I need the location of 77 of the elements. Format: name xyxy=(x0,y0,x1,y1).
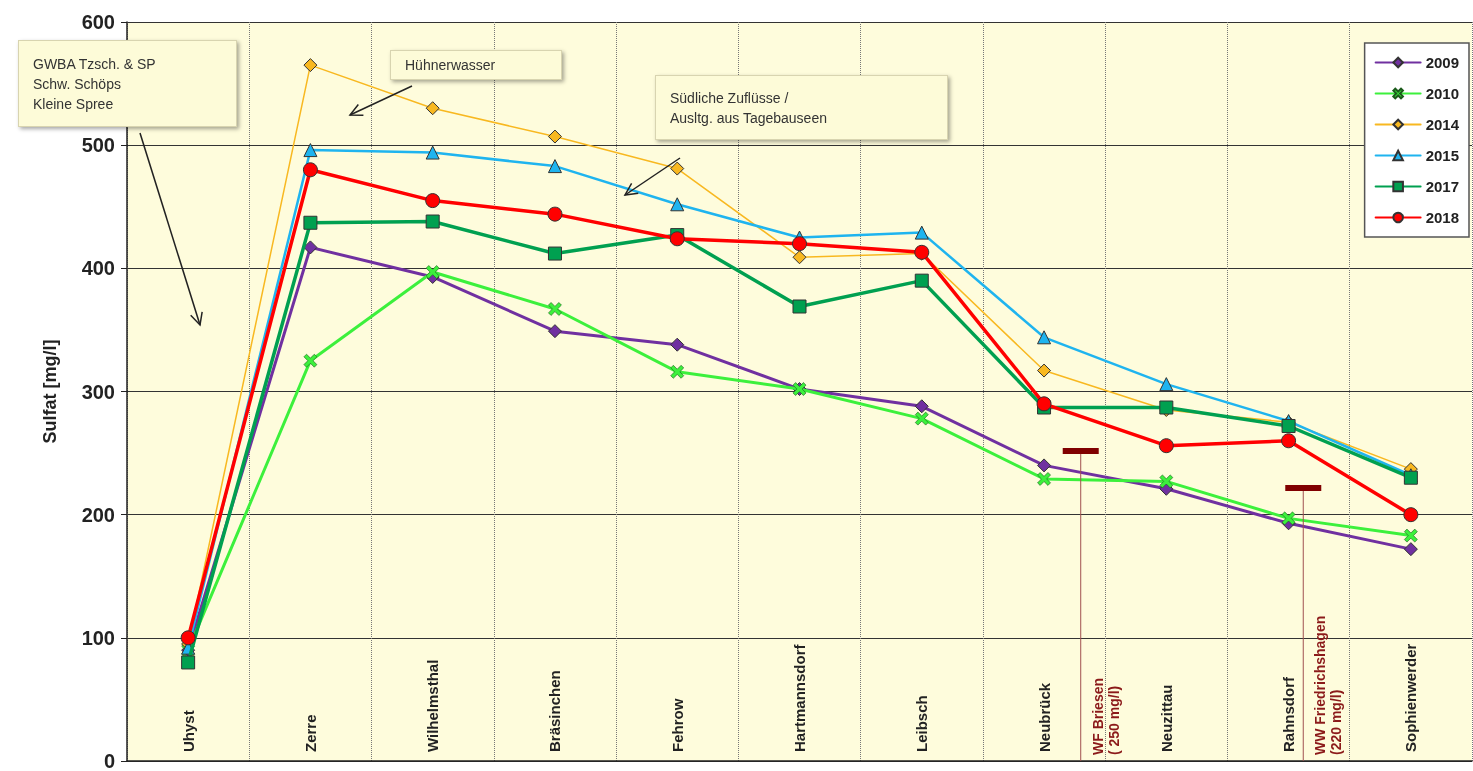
point xyxy=(548,302,562,316)
legend-label: 2018 xyxy=(1425,209,1460,226)
point xyxy=(670,161,685,176)
point xyxy=(303,143,318,158)
point xyxy=(547,246,562,261)
point xyxy=(1037,472,1051,486)
point xyxy=(670,197,685,212)
y-tick-label: 300 xyxy=(81,380,115,403)
point xyxy=(792,250,807,265)
point xyxy=(914,225,929,240)
point xyxy=(425,145,440,160)
x-tick-label: Neuzittau xyxy=(1157,684,1175,752)
x-tick-label: Wilhelmsthal xyxy=(424,659,442,752)
point xyxy=(1159,377,1174,392)
point xyxy=(792,236,807,252)
point xyxy=(1036,396,1052,412)
point xyxy=(1158,438,1174,454)
point xyxy=(1037,458,1052,473)
y-tick-label: 600 xyxy=(81,11,115,33)
point xyxy=(180,630,196,646)
point xyxy=(303,215,318,230)
y-tick-label: 200 xyxy=(81,503,115,526)
x-tick-label: Bräsinchen xyxy=(546,670,564,752)
point xyxy=(1159,474,1174,489)
legend-label: 2014 xyxy=(1425,116,1460,133)
point xyxy=(670,337,685,352)
point xyxy=(670,364,685,379)
x-tick-label: Hartmannsdorf xyxy=(791,643,808,752)
point xyxy=(181,655,196,670)
legend-label: 2010 xyxy=(1425,85,1460,102)
x-tick-label: Uhyst xyxy=(179,710,197,752)
point xyxy=(547,159,562,174)
x-tick-label: Fehrow xyxy=(668,698,686,752)
y-tick-label: 500 xyxy=(81,134,115,157)
point xyxy=(425,265,440,279)
legend-label: 2015 xyxy=(1425,147,1460,164)
annotation: WW Friedrichshagen (220 mg/l) xyxy=(1312,615,1345,755)
point xyxy=(547,206,563,222)
point xyxy=(425,101,440,116)
annotation: Südliche Zuflüsse / Ausltg. aus Tagebauseen xyxy=(670,88,827,128)
x-tick-label: Zerre xyxy=(301,714,319,752)
text-box: GWBA Tzsch. & SP Schw. Schöps Kleine Spree xyxy=(18,40,237,127)
point xyxy=(303,240,318,255)
point xyxy=(669,231,685,247)
point xyxy=(914,273,929,288)
point xyxy=(1281,433,1297,449)
y-tick-label: 100 xyxy=(81,626,115,649)
point xyxy=(303,58,318,73)
point xyxy=(1037,330,1052,345)
point xyxy=(303,353,318,368)
point xyxy=(1281,511,1296,526)
point xyxy=(1404,528,1418,543)
y-axis-title: Sulfat [mg/l] xyxy=(40,339,60,444)
text-box: Südliche Zuflüsse / Ausltg. aus Tagebauseen xyxy=(655,75,948,140)
y-tick-label: 400 xyxy=(81,257,115,280)
x-tick-label: Leibsch xyxy=(913,695,931,752)
point xyxy=(914,411,929,426)
x-tick-label: Sophienwerder xyxy=(1402,643,1420,752)
annotation: GWBA Tzsch. & SP Schw. Schöps Kleine Spree xyxy=(33,54,156,114)
point xyxy=(1037,363,1052,378)
legend-label: 2009 xyxy=(1425,54,1460,71)
point xyxy=(425,214,440,229)
y-tick-label: 0 xyxy=(103,750,115,771)
x-tick-label: Neubrück xyxy=(1035,682,1053,752)
point xyxy=(792,299,807,314)
text-box: Hühnerwasser xyxy=(390,50,562,80)
point xyxy=(914,399,929,414)
point xyxy=(547,324,562,339)
legend-label: 2017 xyxy=(1425,178,1460,195)
point xyxy=(302,162,318,178)
x-tick-label: Rahnsdorf xyxy=(1280,676,1298,752)
annotation: WF Briesen ( 250 mg/l) xyxy=(1089,677,1122,755)
annotation: Hühnerwasser xyxy=(405,56,496,75)
point xyxy=(547,129,562,144)
point xyxy=(1403,542,1418,557)
point xyxy=(425,193,441,209)
point xyxy=(1403,507,1419,523)
